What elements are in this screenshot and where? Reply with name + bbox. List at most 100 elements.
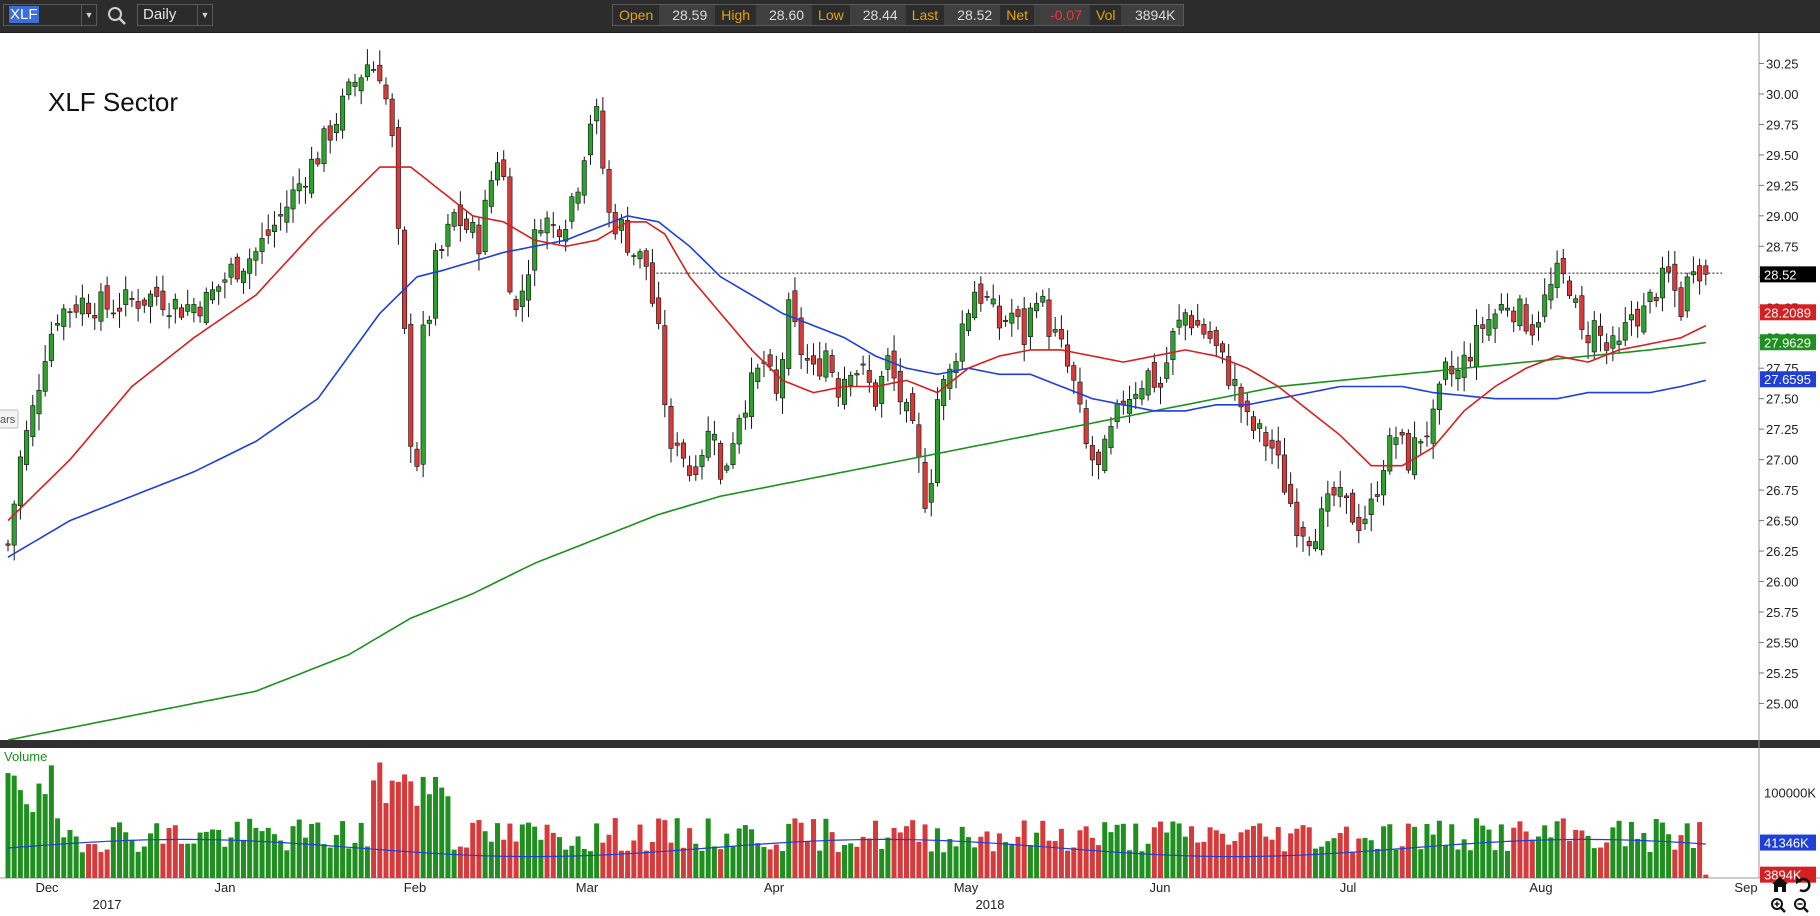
symbol-dropdown-arrow-icon[interactable]: ▼	[81, 5, 96, 25]
volume-bar	[1461, 839, 1467, 878]
candle-body	[897, 370, 903, 403]
candle-body	[1089, 445, 1095, 461]
symbol-text: XLF	[9, 6, 39, 23]
candle-body	[1108, 426, 1114, 449]
volume-bar	[1189, 826, 1195, 878]
candle-body	[1461, 354, 1467, 378]
volume-bar	[265, 827, 271, 878]
candle-body	[197, 306, 203, 317]
candle-body	[1294, 501, 1300, 536]
price-label-box	[1760, 266, 1816, 283]
candle-body	[315, 158, 321, 165]
volume-bar	[978, 836, 984, 878]
candle-body	[389, 98, 395, 136]
volume-bar	[718, 849, 724, 878]
price-label-text: 28.52	[1764, 267, 1797, 282]
candle-body	[730, 443, 736, 466]
home-icon[interactable]	[1772, 877, 1788, 892]
volume-bar	[525, 822, 531, 878]
volume-bar	[1635, 838, 1641, 878]
volume-bar	[773, 844, 779, 878]
price-tick-label: 29.25	[1766, 178, 1799, 193]
volume-bar	[191, 843, 197, 878]
volume-bar	[1337, 833, 1343, 878]
volume-bar	[1449, 824, 1455, 878]
candle-body	[296, 183, 302, 192]
candle-body	[1003, 320, 1009, 322]
symbol-input[interactable]: XLF ▼	[3, 4, 97, 26]
volume-bar	[166, 828, 172, 878]
volume-bar	[234, 821, 240, 878]
partial-label-box	[0, 409, 19, 429]
volume-bar	[73, 836, 79, 878]
candle-body	[1027, 307, 1033, 338]
candle-body	[1083, 408, 1089, 445]
price-tick-label: 29.00	[1766, 209, 1799, 224]
volume-bar	[1096, 845, 1102, 878]
volume-bar	[346, 848, 352, 878]
volume-bar	[92, 844, 98, 878]
volume-bar	[587, 851, 593, 878]
price-chart[interactable]: 30.2530.0029.7529.5029.2529.0028.7528.50…	[0, 33, 1820, 916]
month-label: Sep	[1734, 880, 1757, 895]
volume-bar	[1263, 836, 1269, 878]
candle-body	[1498, 304, 1504, 311]
search-icon[interactable]	[106, 5, 128, 27]
volume-bar	[371, 780, 377, 878]
candle-body	[637, 251, 643, 260]
candle-body	[141, 299, 147, 306]
volume-bar	[1374, 848, 1380, 878]
month-label: Jan	[215, 880, 236, 895]
candle-body	[556, 229, 562, 238]
candle-body	[383, 84, 389, 100]
volume-bar	[1182, 836, 1188, 878]
volume-bar	[1703, 874, 1709, 878]
volume-bar	[910, 820, 916, 878]
volume-bar	[1641, 832, 1647, 878]
volume-bar	[333, 835, 339, 878]
volume-bar	[680, 847, 686, 878]
volume-bar	[321, 844, 327, 878]
quote-value-low: 28.44	[849, 5, 906, 25]
zoom-out-icon[interactable]	[1794, 898, 1809, 913]
candle-body	[1368, 498, 1374, 515]
volume-bar	[141, 846, 147, 878]
candle-body	[228, 263, 234, 278]
volume-bar	[1071, 847, 1077, 878]
undo-icon[interactable]	[1796, 877, 1811, 893]
volume-bar	[1647, 851, 1653, 878]
volume-bar	[612, 818, 618, 878]
volume-bar	[711, 846, 717, 878]
chart-nav-tools	[1771, 877, 1811, 913]
volume-bar	[1684, 823, 1690, 878]
volume-bar	[1151, 827, 1157, 878]
volume-bar	[67, 830, 73, 878]
volume-bar	[1616, 820, 1622, 878]
volume-bar	[1350, 851, 1356, 878]
volume-bar	[1405, 823, 1411, 878]
volume-bar	[216, 829, 222, 878]
interval-dropdown-arrow-icon[interactable]: ▼	[197, 5, 212, 25]
candle-body	[209, 289, 215, 301]
volume-bar	[271, 834, 277, 878]
zoom-in-icon[interactable]	[1771, 898, 1786, 913]
candle-body	[1226, 356, 1232, 386]
volume-bar	[1498, 824, 1504, 878]
candle-body	[1009, 312, 1015, 324]
price-label-text: 28.2089	[1764, 305, 1811, 320]
volume-bar	[1542, 825, 1548, 878]
interval-select[interactable]: Daily ▼	[137, 4, 213, 26]
candle-body	[532, 229, 538, 271]
volume-bar	[990, 851, 996, 878]
volume-bar	[1566, 840, 1572, 878]
month-label: Apr	[764, 880, 785, 895]
candle-body	[829, 355, 835, 373]
candle-body	[1269, 439, 1275, 449]
volume-bar	[1201, 841, 1207, 878]
volume-bar	[1077, 830, 1083, 878]
candle-body	[482, 199, 488, 253]
volume-bar	[1170, 821, 1176, 878]
candle-body	[1319, 508, 1325, 551]
candle-body	[860, 363, 866, 366]
candle-body	[885, 355, 891, 370]
